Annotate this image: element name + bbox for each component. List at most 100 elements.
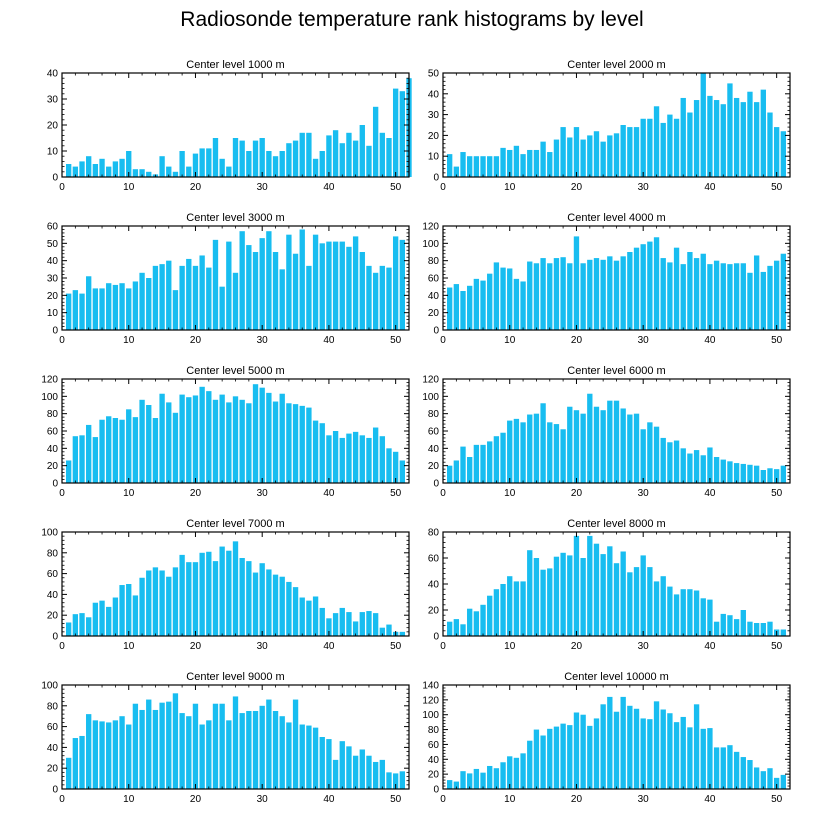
bar (520, 154, 526, 177)
x-tick-label: 30 (638, 641, 650, 652)
bar (186, 166, 192, 177)
bar (232, 696, 239, 789)
bar (693, 450, 700, 483)
bar (460, 771, 466, 789)
bar (473, 768, 480, 789)
bar (553, 424, 560, 483)
bar (239, 558, 245, 636)
bar (332, 431, 339, 483)
x-tick-label: 50 (390, 641, 402, 652)
bar (346, 132, 352, 177)
bar (219, 703, 225, 789)
bar (747, 760, 753, 789)
bar (653, 106, 660, 177)
bar (219, 546, 225, 636)
bar (206, 148, 212, 177)
bar (266, 231, 272, 330)
bar (226, 166, 232, 177)
bar (713, 747, 720, 789)
y-tick-label: 30 (47, 274, 59, 285)
bar (312, 727, 319, 789)
bar (266, 699, 272, 789)
bar (86, 276, 92, 330)
bar (159, 570, 165, 636)
bar (186, 258, 192, 330)
bar (753, 102, 760, 177)
x-tick-label: 50 (771, 182, 783, 193)
bar (179, 151, 185, 177)
y-tick-label: 0 (52, 173, 58, 184)
bar (540, 258, 546, 330)
x-tick-label: 30 (257, 335, 269, 346)
bar (352, 621, 359, 636)
y-tick-label: 30 (47, 95, 59, 106)
x-tick-label: 20 (571, 335, 583, 346)
bar (660, 437, 666, 483)
bar (332, 241, 339, 330)
bar (312, 596, 319, 636)
bar (720, 613, 726, 636)
bar (232, 396, 239, 483)
bar (326, 618, 332, 636)
bar (780, 774, 786, 789)
bar (520, 581, 526, 636)
x-tick-label: 50 (390, 182, 402, 193)
bar (246, 245, 252, 330)
bar (727, 745, 733, 789)
x-tick-label: 50 (771, 335, 783, 346)
bar (399, 771, 405, 789)
bar (613, 260, 620, 330)
y-tick-label: 100 (41, 392, 58, 403)
bar (633, 567, 640, 636)
bar (299, 405, 305, 483)
bar (740, 610, 746, 636)
bar (627, 705, 633, 789)
y-tick-label: 40 (428, 444, 440, 455)
bar (540, 141, 546, 177)
bar (259, 387, 265, 483)
bar (219, 158, 225, 177)
bar (573, 127, 580, 177)
x-tick-label: 0 (59, 794, 65, 805)
bar (319, 607, 325, 636)
bar (379, 265, 385, 330)
bar (467, 608, 473, 636)
panel-title: Center level 6000 m (567, 365, 665, 377)
bar (667, 114, 673, 177)
bar (146, 405, 152, 483)
x-tick-label: 20 (190, 182, 202, 193)
bar (339, 143, 345, 177)
y-tick-label: 0 (52, 479, 58, 490)
x-tick-label: 10 (504, 182, 516, 193)
bar (687, 252, 693, 330)
bar (713, 457, 720, 483)
bar (99, 600, 105, 636)
bar (760, 271, 766, 330)
bar (159, 702, 165, 789)
y-tick-label: 60 (47, 569, 59, 580)
bar (92, 602, 99, 636)
bar (767, 468, 773, 483)
bar (246, 403, 252, 483)
x-tick-label: 50 (771, 641, 783, 652)
x-tick-label: 10 (123, 335, 135, 346)
bar (132, 595, 139, 636)
bar (527, 261, 533, 330)
bar (172, 171, 179, 177)
bar (359, 749, 365, 789)
bar (246, 561, 252, 636)
bar (106, 416, 112, 483)
bar (346, 246, 352, 330)
bar (613, 400, 620, 483)
bar (279, 576, 285, 636)
bar (126, 409, 132, 483)
bar (707, 447, 713, 483)
bar (673, 594, 680, 636)
bar (687, 589, 693, 636)
bar (660, 258, 666, 330)
bar (707, 728, 713, 789)
bar (292, 587, 299, 636)
bar (773, 127, 780, 177)
bar (700, 455, 706, 483)
bar (192, 703, 199, 789)
